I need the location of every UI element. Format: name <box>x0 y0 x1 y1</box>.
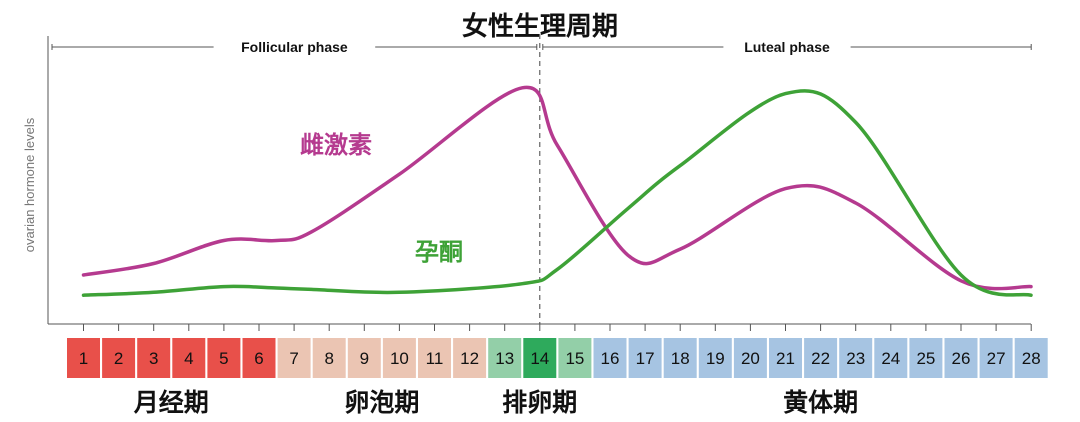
day-cell <box>628 338 662 378</box>
day-cell <box>382 338 416 378</box>
day-cell <box>944 338 978 378</box>
day-number: 4 <box>184 349 193 368</box>
day-number: 27 <box>987 349 1006 368</box>
day-cell <box>663 338 697 378</box>
day-cell <box>347 338 381 378</box>
day-cell <box>558 338 592 378</box>
day-number: 17 <box>636 349 655 368</box>
series-label: 孕酮 <box>415 238 463 266</box>
day-cell <box>979 338 1013 378</box>
stage-label: 卵泡期 <box>344 388 419 417</box>
day-number: 11 <box>426 349 444 368</box>
day-cell <box>733 338 767 378</box>
y-axis-label: ovarian hormone levels <box>22 117 37 252</box>
day-number: 8 <box>324 349 333 368</box>
series-line <box>81 85 1033 291</box>
day-number: 5 <box>219 349 228 368</box>
day-cell <box>523 338 557 378</box>
series-lines <box>81 85 1033 297</box>
day-number: 22 <box>811 349 830 368</box>
day-cell <box>67 338 100 378</box>
series-label: 雌激素 <box>300 131 372 159</box>
day-cell <box>874 338 908 378</box>
day-number: 10 <box>390 349 409 368</box>
day-cell <box>312 338 346 378</box>
day-number: 3 <box>149 349 158 368</box>
day-number: 16 <box>601 349 620 368</box>
stage-label: 黄体期 <box>783 388 858 417</box>
day-cell <box>1014 338 1048 378</box>
phase-label: Luteal phase <box>744 39 830 55</box>
day-number: 28 <box>1022 349 1041 368</box>
day-number: 20 <box>741 349 760 368</box>
day-number: 26 <box>952 349 971 368</box>
day-number: 7 <box>289 349 298 368</box>
day-cell <box>172 338 206 378</box>
series-line <box>81 89 1033 297</box>
stage-label: 排卵期 <box>502 388 577 417</box>
day-cell <box>593 338 627 378</box>
day-cell <box>242 338 276 378</box>
day-cell <box>698 338 732 378</box>
day-cell <box>769 338 802 378</box>
day-number: 15 <box>565 349 584 368</box>
day-cell <box>453 338 487 378</box>
day-number: 6 <box>254 349 263 368</box>
day-cell <box>804 338 838 378</box>
stage-label: 月经期 <box>133 388 209 417</box>
day-strip: 1 2 3 4 5 6 7 8 9 10 11 12 13 14 15 16 17 18 19 20 21 22 23 24 2… <box>67 338 1048 378</box>
phase-label: Follicular phase <box>241 39 348 55</box>
day-number: 13 <box>495 349 514 368</box>
day-cell <box>909 338 943 378</box>
day-cell <box>488 338 522 378</box>
day-number: 19 <box>706 349 725 368</box>
day-cell <box>277 338 311 378</box>
day-number: 24 <box>881 349 900 368</box>
day-number: 25 <box>916 349 935 368</box>
day-cell <box>207 338 241 378</box>
day-cell <box>839 338 873 378</box>
day-number: 14 <box>530 349 549 368</box>
day-number: 12 <box>460 349 479 368</box>
stage-labels: 月经期 卵泡期 排卵期 黄体期 <box>133 388 858 417</box>
day-number: 18 <box>671 349 690 368</box>
day-number: 2 <box>114 349 123 368</box>
day-number: 21 <box>776 349 795 368</box>
day-cell <box>102 338 136 378</box>
day-number: 1 <box>79 349 88 368</box>
x-ticks <box>83 324 1032 331</box>
day-cell <box>418 338 451 378</box>
day-cell <box>137 338 171 378</box>
day-number: 9 <box>360 349 369 368</box>
day-number: 23 <box>846 349 865 368</box>
phase-bar: Follicular phase Luteal phase <box>51 39 1032 55</box>
